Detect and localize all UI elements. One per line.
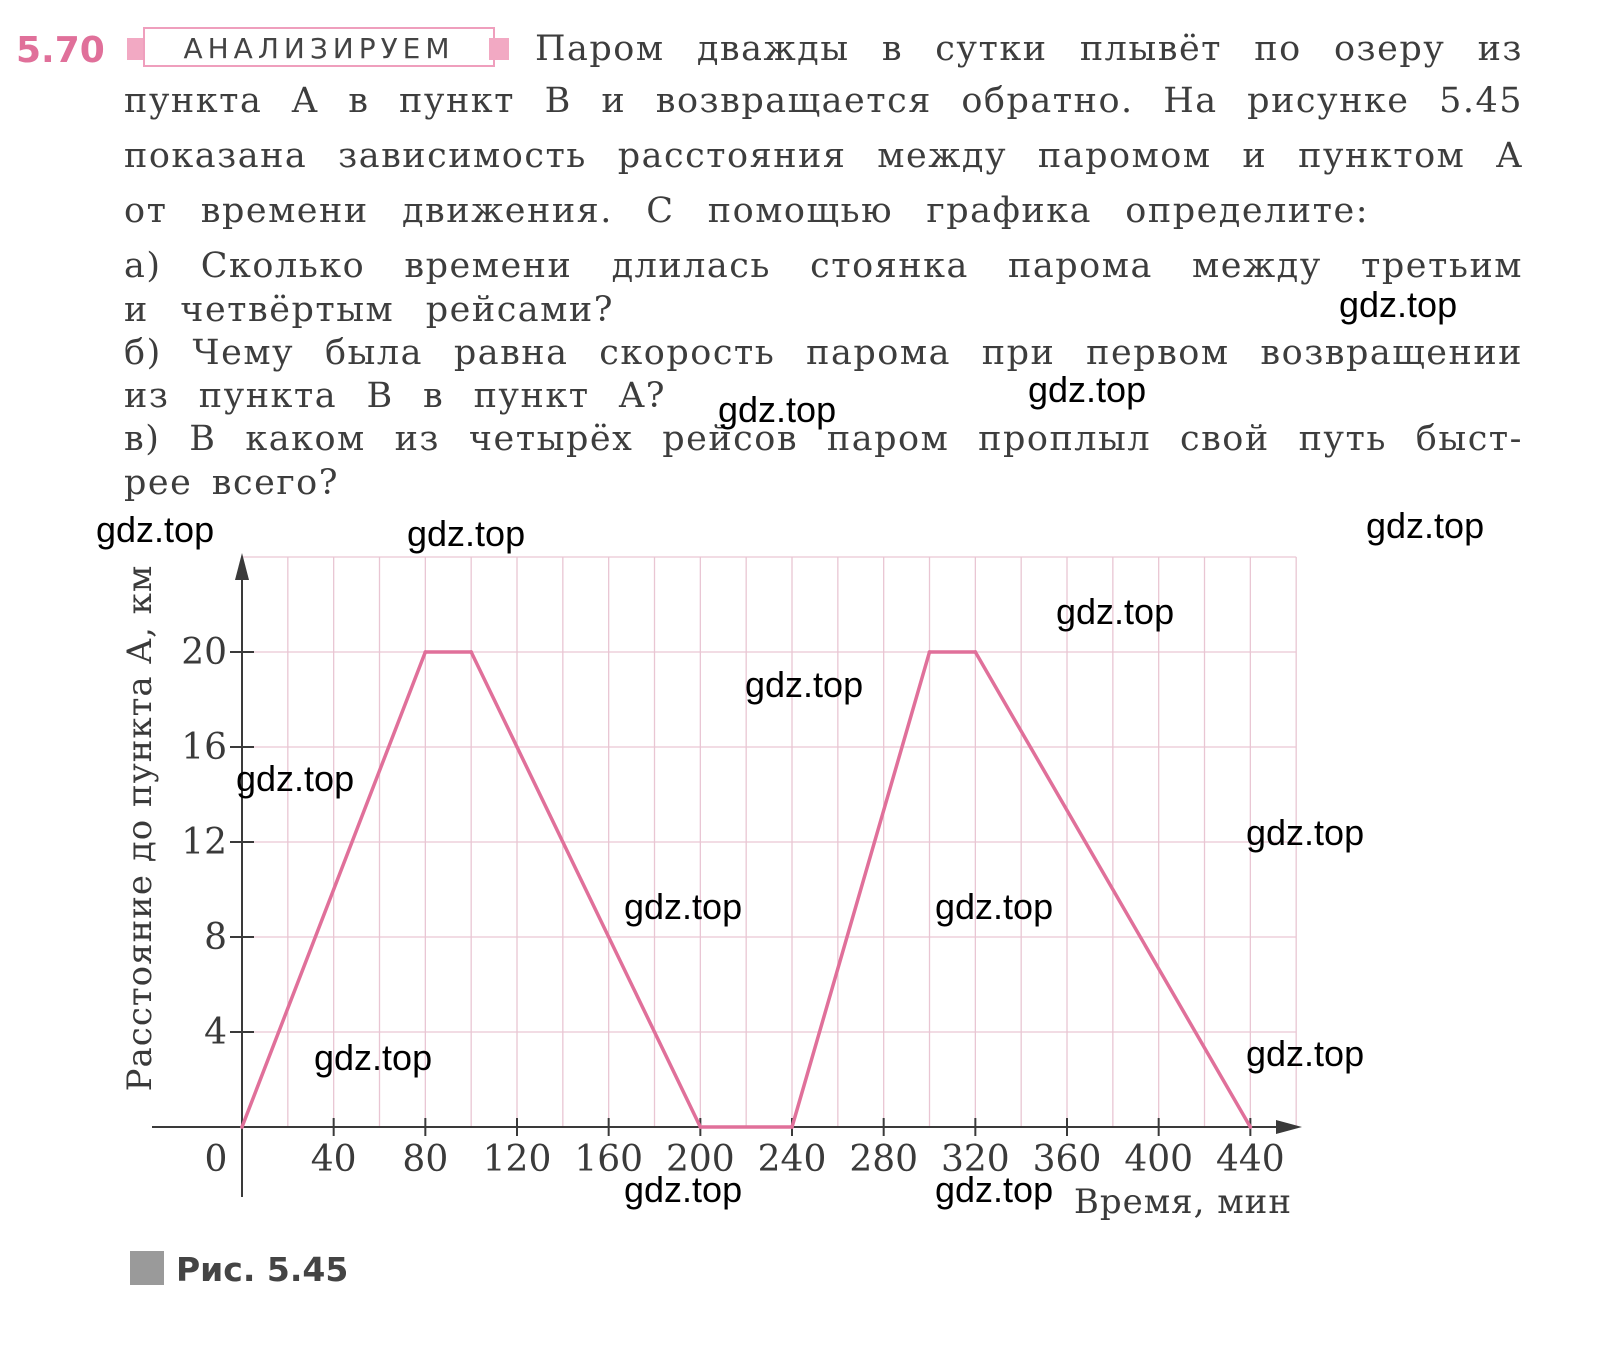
watermark: gdz.top xyxy=(1339,284,1457,326)
x-axis-arrow xyxy=(1276,1120,1302,1134)
chart-axes xyxy=(152,553,1302,1197)
y-tick-label: 8 xyxy=(204,917,227,958)
y-tick-label: 4 xyxy=(204,1012,227,1053)
series-point xyxy=(790,1125,794,1129)
caption-marker xyxy=(130,1251,164,1285)
watermark: gdz.top xyxy=(718,389,836,431)
series-point xyxy=(469,650,473,654)
watermark: gdz.top xyxy=(1246,812,1364,854)
y-tick-label: 12 xyxy=(181,822,227,863)
y-tick-label: 20 xyxy=(181,632,227,673)
caption-text: Рис. 5.45 xyxy=(176,1250,348,1289)
watermark: gdz.top xyxy=(1246,1033,1364,1075)
y-axis-label: Расстояние до пункта A, км xyxy=(120,565,160,1092)
x-axis-label: Время, мин xyxy=(1074,1182,1292,1222)
watermark: gdz.top xyxy=(935,1169,1053,1211)
series-point xyxy=(424,650,428,654)
watermark: gdz.top xyxy=(1056,591,1174,633)
x-tick-label: 40 xyxy=(311,1139,357,1180)
watermark: gdz.top xyxy=(1028,369,1146,411)
watermark: gdz.top xyxy=(236,758,354,800)
series-point xyxy=(240,1125,244,1129)
series-segment xyxy=(792,652,930,1127)
watermark: gdz.top xyxy=(624,886,742,928)
x-tick-label: 280 xyxy=(849,1139,918,1180)
watermark: gdz.top xyxy=(96,509,214,551)
x-tick-label: 120 xyxy=(483,1139,552,1180)
watermark: gdz.top xyxy=(1366,505,1484,547)
x-tick-label: 440 xyxy=(1216,1139,1285,1180)
x-tick-label: 0 xyxy=(205,1139,228,1180)
watermark: gdz.top xyxy=(624,1169,742,1211)
series-point xyxy=(928,650,932,654)
watermark: gdz.top xyxy=(935,886,1053,928)
series-point xyxy=(1249,1125,1253,1129)
y-tick-label: 16 xyxy=(181,727,227,768)
x-tick-label: 240 xyxy=(758,1139,827,1180)
watermark: gdz.top xyxy=(407,513,525,555)
x-tick-label: 80 xyxy=(402,1139,448,1180)
x-tick-label: 400 xyxy=(1124,1139,1193,1180)
series-point xyxy=(974,650,978,654)
watermark: gdz.top xyxy=(314,1037,432,1079)
watermark: gdz.top xyxy=(745,664,863,706)
series-point xyxy=(699,1125,703,1129)
figure-caption: Рис. 5.45 xyxy=(130,1250,348,1289)
